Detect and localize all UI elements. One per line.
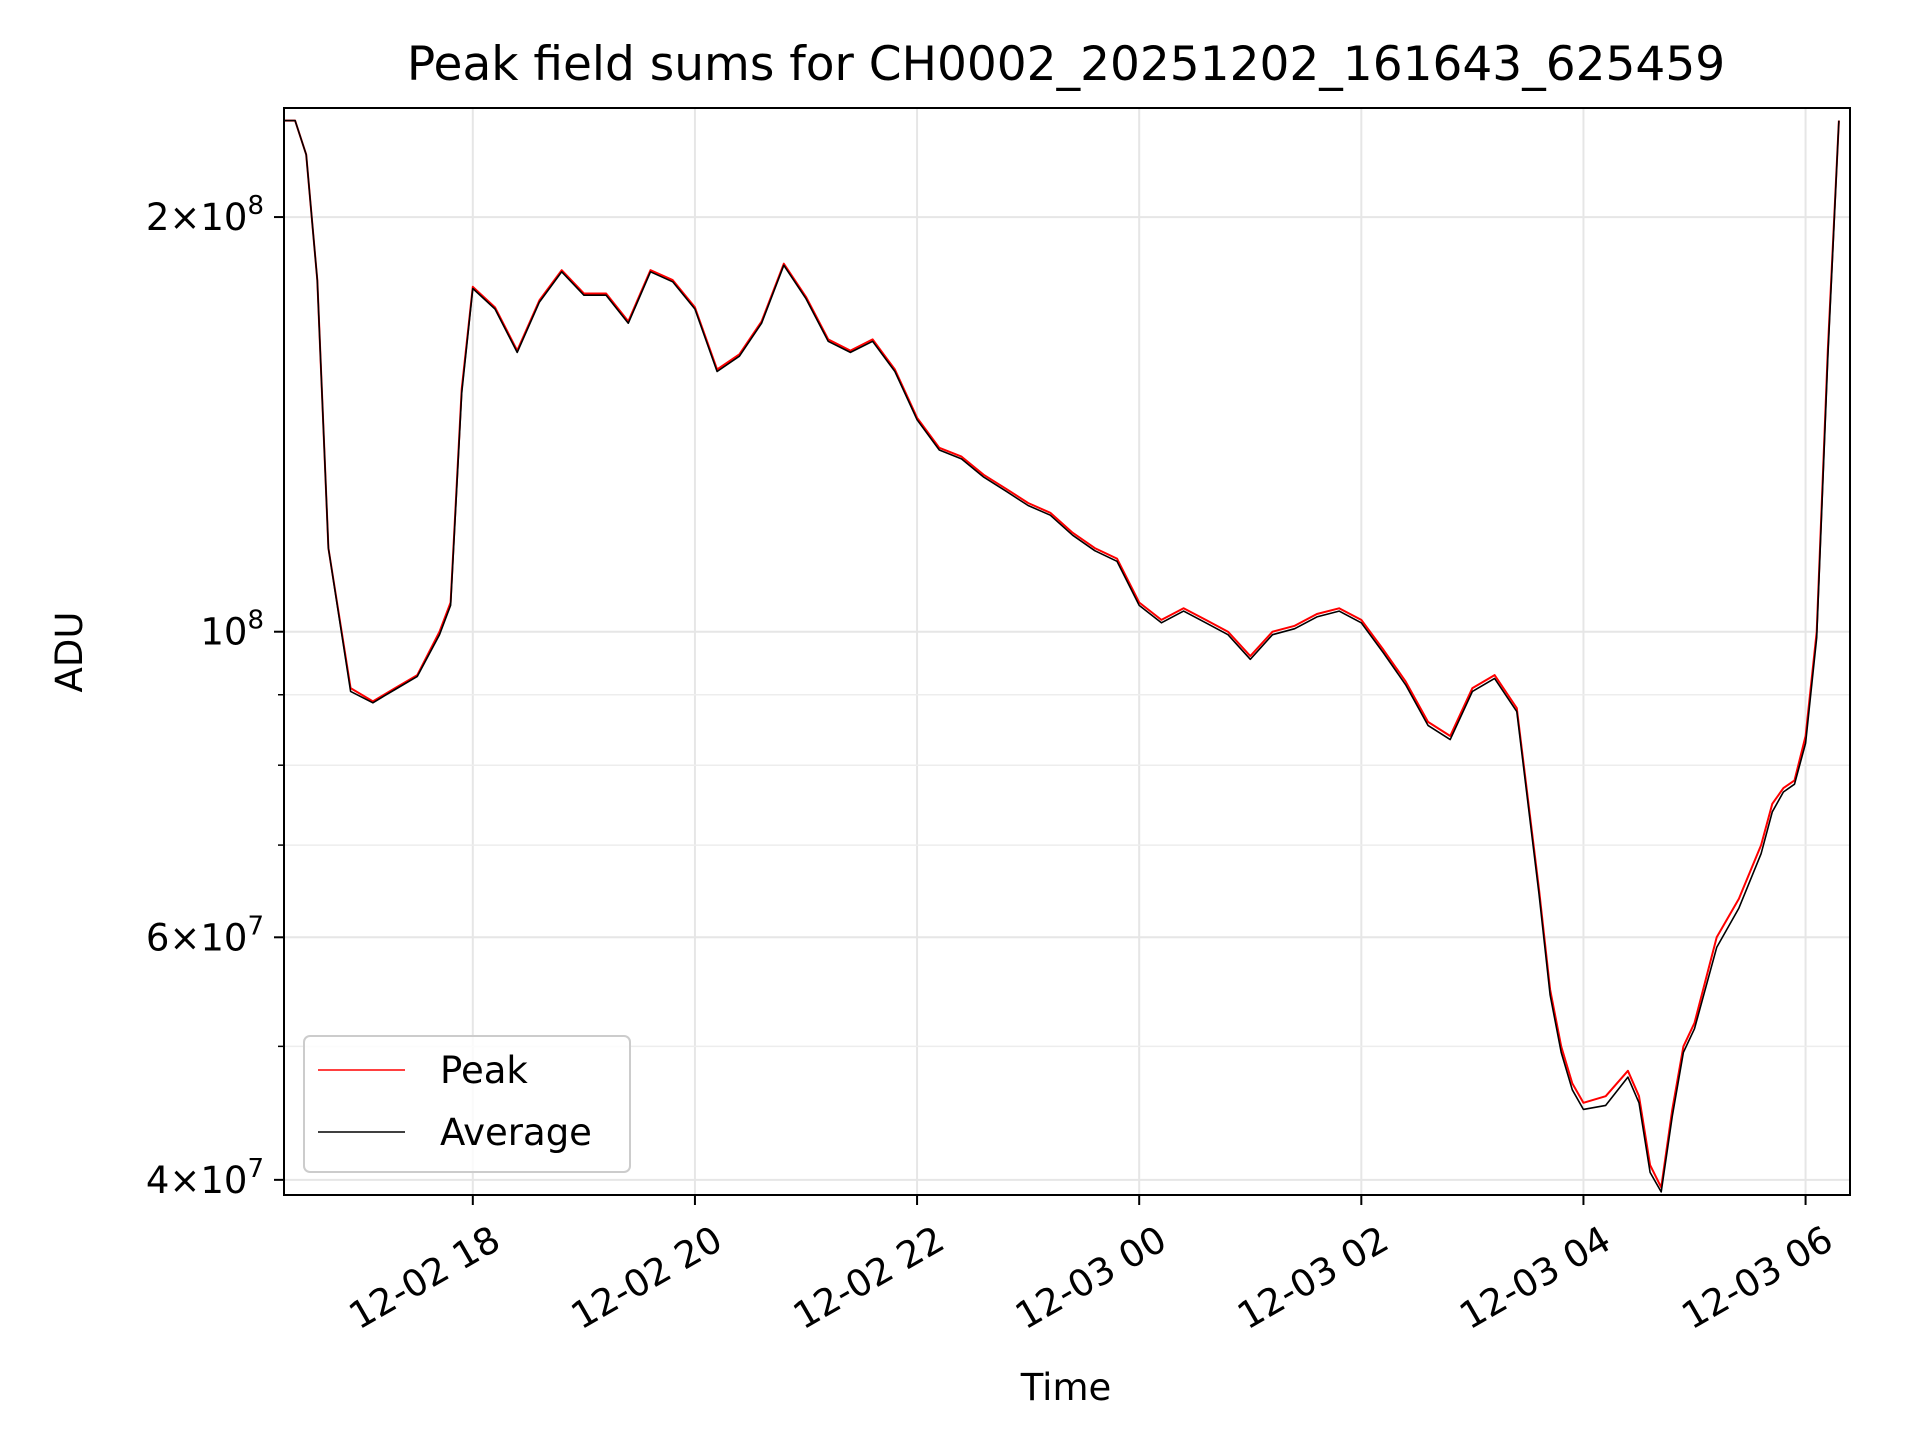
- legend: Peak Average: [303, 1035, 631, 1173]
- series-layer: [284, 119, 1840, 1193]
- y-axis: 4×107 6×107 108 2×108: [146, 191, 284, 1202]
- y-tick-label: 4×107: [146, 1154, 264, 1202]
- y-tick-label: 2×108: [146, 191, 264, 239]
- series-peak-line: [284, 119, 1840, 1189]
- y-tick-label: 6×107: [146, 911, 264, 959]
- legend-label-average: Average: [440, 1111, 592, 1154]
- plot-frame: [283, 107, 1851, 1196]
- x-axis-label: Time: [1020, 1366, 1112, 1409]
- legend-label-peak: Peak: [440, 1049, 528, 1092]
- chart-title: Peak field sums for CH0002_20251202_1616…: [407, 37, 1725, 92]
- y-tick-label: 108: [200, 606, 264, 654]
- series-average-line: [284, 119, 1840, 1193]
- y-axis-label: ADU: [48, 612, 91, 693]
